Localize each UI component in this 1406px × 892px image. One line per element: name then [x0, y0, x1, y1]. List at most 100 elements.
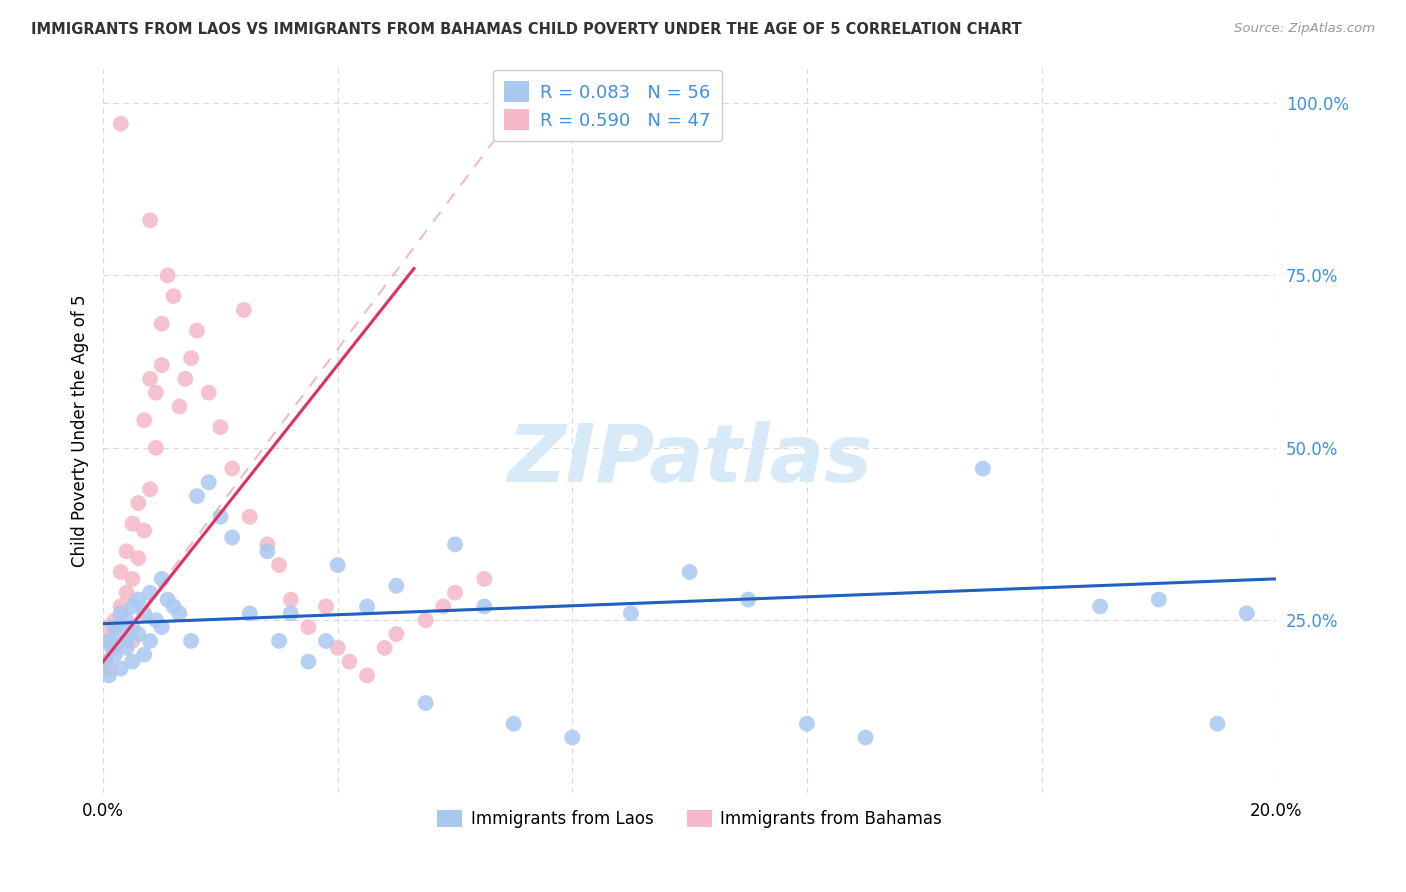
Point	[115, 585, 138, 599]
Point	[121, 599, 143, 614]
Point	[186, 489, 208, 503]
Point	[139, 634, 162, 648]
Text: IMMIGRANTS FROM LAOS VS IMMIGRANTS FROM BAHAMAS CHILD POVERTY UNDER THE AGE OF 5: IMMIGRANTS FROM LAOS VS IMMIGRANTS FROM …	[31, 22, 1022, 37]
Point	[297, 655, 319, 669]
Point	[232, 302, 254, 317]
Point	[209, 420, 232, 434]
Point	[1206, 716, 1229, 731]
Point	[385, 579, 408, 593]
Point	[280, 607, 302, 621]
Point	[121, 620, 143, 634]
Point	[121, 572, 143, 586]
Point	[1147, 592, 1170, 607]
Point	[678, 565, 700, 579]
Point	[356, 599, 378, 614]
Point	[115, 544, 138, 558]
Point	[156, 268, 179, 283]
Legend: Immigrants from Laos, Immigrants from Bahamas: Immigrants from Laos, Immigrants from Ba…	[430, 804, 949, 835]
Point	[162, 599, 184, 614]
Point	[180, 634, 202, 648]
Point	[134, 648, 156, 662]
Point	[1236, 607, 1258, 621]
Point	[110, 627, 132, 641]
Point	[115, 634, 138, 648]
Point	[444, 537, 467, 551]
Point	[134, 607, 156, 621]
Point	[94, 655, 117, 669]
Point	[169, 607, 191, 621]
Point	[374, 640, 396, 655]
Point	[256, 544, 278, 558]
Point	[104, 648, 127, 662]
Point	[339, 655, 361, 669]
Point	[127, 496, 149, 510]
Point	[620, 607, 643, 621]
Point	[315, 634, 337, 648]
Point	[415, 613, 437, 627]
Point	[267, 558, 290, 572]
Point	[326, 640, 349, 655]
Point	[472, 599, 495, 614]
Text: Source: ZipAtlas.com: Source: ZipAtlas.com	[1234, 22, 1375, 36]
Point	[94, 634, 117, 648]
Point	[444, 585, 467, 599]
Point	[180, 351, 202, 366]
Point	[326, 558, 349, 572]
Point	[115, 613, 138, 627]
Point	[134, 413, 156, 427]
Point	[239, 607, 262, 621]
Point	[239, 509, 262, 524]
Point	[432, 599, 454, 614]
Point	[101, 640, 124, 655]
Point	[280, 592, 302, 607]
Point	[209, 509, 232, 524]
Point	[472, 572, 495, 586]
Point	[156, 592, 179, 607]
Point	[145, 613, 167, 627]
Point	[174, 372, 197, 386]
Point	[150, 572, 173, 586]
Point	[139, 585, 162, 599]
Point	[737, 592, 759, 607]
Point	[94, 655, 117, 669]
Y-axis label: Child Poverty Under the Age of 5: Child Poverty Under the Age of 5	[72, 294, 89, 566]
Point	[110, 117, 132, 131]
Point	[385, 627, 408, 641]
Point	[98, 620, 121, 634]
Point	[502, 716, 524, 731]
Point	[162, 289, 184, 303]
Point	[972, 461, 994, 475]
Point	[855, 731, 877, 745]
Point	[104, 613, 127, 627]
Point	[150, 317, 173, 331]
Point	[121, 516, 143, 531]
Point	[98, 634, 121, 648]
Point	[104, 640, 127, 655]
Point	[145, 441, 167, 455]
Point	[169, 400, 191, 414]
Point	[150, 358, 173, 372]
Point	[139, 213, 162, 227]
Point	[186, 324, 208, 338]
Point	[134, 524, 156, 538]
Point	[104, 620, 127, 634]
Point	[110, 661, 132, 675]
Point	[256, 537, 278, 551]
Point	[796, 716, 818, 731]
Point	[127, 627, 149, 641]
Point	[121, 655, 143, 669]
Point	[145, 385, 167, 400]
Point	[561, 731, 583, 745]
Point	[139, 482, 162, 496]
Point	[127, 551, 149, 566]
Point	[267, 634, 290, 648]
Point	[110, 607, 132, 621]
Point	[315, 599, 337, 614]
Point	[197, 385, 219, 400]
Point	[98, 668, 121, 682]
Point	[139, 372, 162, 386]
Point	[197, 475, 219, 490]
Point	[127, 592, 149, 607]
Point	[121, 634, 143, 648]
Point	[221, 461, 243, 475]
